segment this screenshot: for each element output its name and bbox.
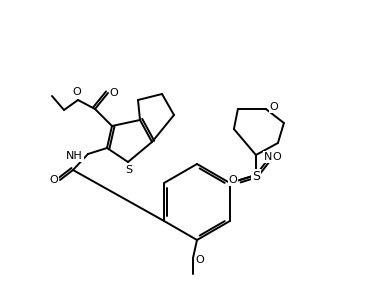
- Text: O: O: [270, 102, 278, 112]
- Text: O: O: [229, 175, 237, 185]
- Text: O: O: [50, 175, 58, 185]
- Text: N: N: [264, 152, 272, 162]
- Text: NH: NH: [66, 151, 83, 161]
- Text: O: O: [272, 152, 281, 162]
- Text: O: O: [196, 255, 204, 265]
- Text: O: O: [110, 88, 118, 98]
- Text: S: S: [252, 170, 260, 183]
- Text: S: S: [125, 165, 132, 175]
- Text: O: O: [73, 87, 82, 97]
